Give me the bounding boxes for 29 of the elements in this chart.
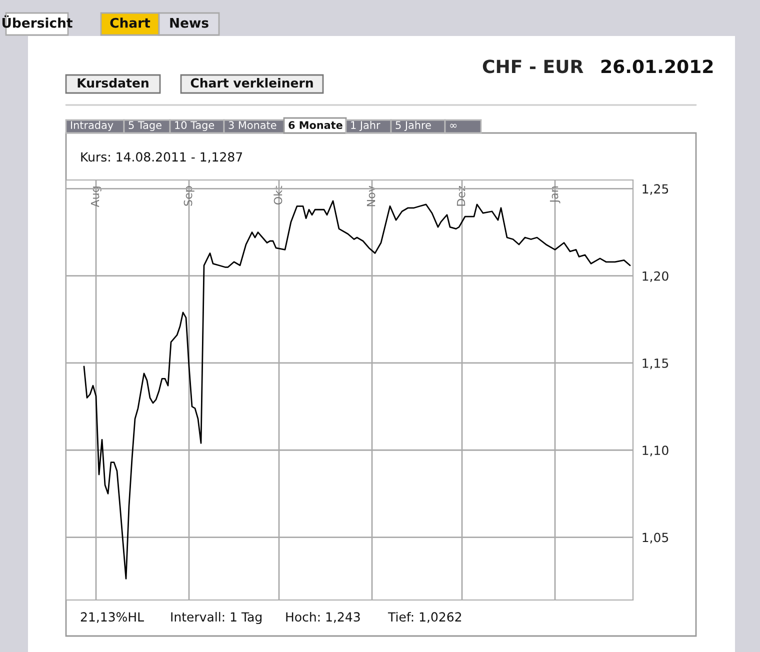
x-tick-label: Aug xyxy=(90,186,102,208)
text: ∞ xyxy=(450,124,457,128)
text: Übersicht xyxy=(2,15,72,28)
text: 5 Jahre xyxy=(396,120,431,131)
text: News xyxy=(170,18,208,28)
text: Chart verkleinern xyxy=(190,78,313,88)
y-tick-label: 1,15 xyxy=(642,358,668,370)
text: Tief: 1,0262 xyxy=(388,612,462,623)
text: Kursdaten xyxy=(78,78,148,88)
text: 26.01.2012 xyxy=(601,60,713,74)
text: 10 Tage xyxy=(175,121,214,132)
text: Kurs: 14.08.2011 - 1,1287 xyxy=(81,152,242,163)
y-tick-label: 1,20 xyxy=(642,271,668,282)
text: 6 Monate xyxy=(288,121,342,130)
text: Hoch: 1,243 xyxy=(286,612,360,623)
x-tick-label: Jan xyxy=(550,186,560,204)
text: 3 Monate xyxy=(228,121,276,130)
text: 5 Tage xyxy=(128,121,162,132)
x-tick-label: Sep xyxy=(184,186,194,206)
y-tick-label: 1,25 xyxy=(642,184,668,195)
text: Intervall: 1 Tag xyxy=(171,612,262,624)
y-tick-label: 1,05 xyxy=(642,532,668,544)
text: Intraday xyxy=(71,120,114,132)
chart-title: CHF - EUR xyxy=(482,60,584,74)
text: Chart xyxy=(110,18,150,28)
x-tick-label: Nov xyxy=(366,186,376,206)
y-tick-label: 1,10 xyxy=(642,446,668,456)
text: 21,13%HL xyxy=(80,612,144,623)
text: 1 Jahr xyxy=(351,120,380,131)
